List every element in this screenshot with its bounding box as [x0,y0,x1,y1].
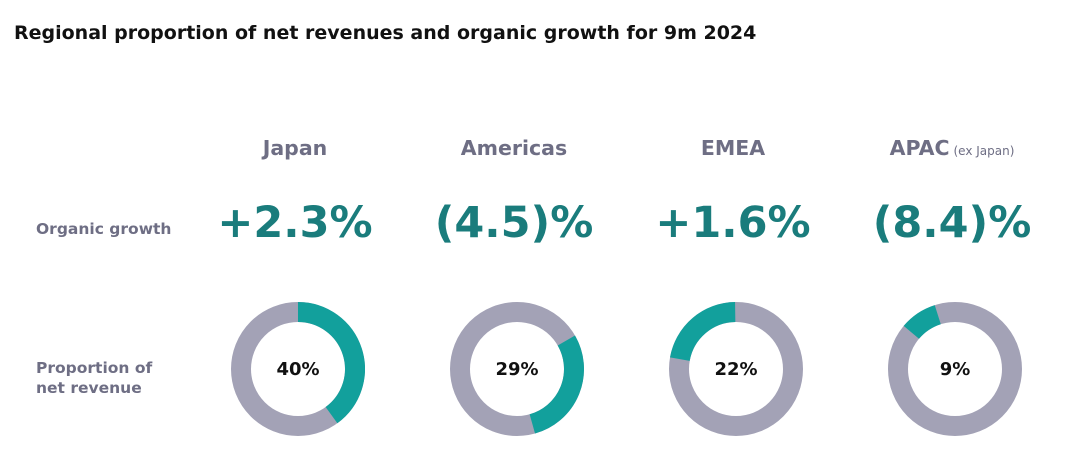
category-label: EMEA [700,136,766,160]
donut-value-label: 22% [714,359,757,380]
category-label: Japan [262,136,328,160]
region-name-emea: EMEA [623,136,843,160]
region-column-japan: Japan +2.3% 40% [185,0,405,462]
donut-share-segment [903,305,942,340]
region-name-americas: Americas [404,136,624,160]
category-label: APAC [889,136,950,160]
category-note: (ex Japan) [953,144,1015,158]
donut-chart-americas: 29% [450,302,584,436]
proportion-row-label-line2: net revenue [36,379,142,397]
organic-growth-value-americas: (4.5)% [434,198,594,248]
donut-value-label: 40% [276,359,319,380]
organic-growth-value-apac: (8.4)% [872,198,1032,248]
organic-growth-row-label: Organic growth [36,220,172,238]
organic-growth-value-japan: +2.3% [217,198,373,248]
donut-share-segment [297,302,365,424]
region-column-emea: EMEA +1.6% 22% [623,0,843,462]
chart-title: Regional proportion of net revenues and … [14,22,757,44]
proportion-row-label-line1: Proportion of [36,359,153,377]
region-column-apac: APAC (ex Japan) (8.4)% 9% [842,0,1062,462]
region-column-americas: Americas (4.5)% 29% [404,0,624,462]
donut-chart-emea: 22% [669,302,803,436]
proportion-row-label: Proportion of net revenue [36,358,152,398]
donut-remainder-ring [888,302,1022,436]
category-label: Americas [460,136,568,160]
donut-value-label: 9% [940,359,971,380]
donut-chart-japan: 40% [231,302,365,436]
donut-chart-apac: 9% [888,302,1022,436]
organic-growth-value-emea: +1.6% [655,198,811,248]
donut-share-segment [529,335,584,434]
donut-remainder-ring [669,302,803,436]
donut-share-segment [670,302,736,362]
region-name-apac: APAC (ex Japan) [842,136,1062,160]
region-name-japan: Japan [185,136,405,160]
donut-value-label: 29% [495,359,538,380]
